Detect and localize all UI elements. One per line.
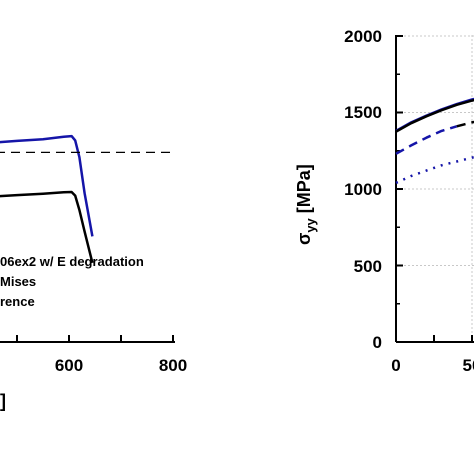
- right-y-tick-label: 1000: [344, 180, 382, 199]
- series-line: [0, 190, 94, 264]
- legend-entry: rence: [0, 294, 35, 309]
- left-x-tick-label: 800: [159, 356, 187, 375]
- legend-entry: Mises: [0, 274, 36, 289]
- series-line: [395, 155, 474, 185]
- right-chart-panel: 0 500 1000 1500 2000 0 50 σyy [MPa]: [294, 27, 474, 375]
- left-chart-panel: 600 800 ] 06ex2 w/ E degradation Mises r…: [0, 134, 187, 411]
- right-x-tick-label: 50: [463, 356, 474, 375]
- right-y-tick-label: 0: [373, 333, 382, 352]
- series-line: [0, 134, 94, 237]
- right-y-tick-label: 2000: [344, 27, 382, 46]
- series-line: [456, 120, 474, 128]
- series-line: [395, 125, 458, 155]
- right-y-tick-label: 1500: [344, 103, 382, 122]
- left-x-tick-label: 600: [55, 356, 83, 375]
- series-line: [395, 98, 474, 133]
- right-x-tick-label: 0: [391, 356, 400, 375]
- right-y-axis-label: σyy [MPa]: [294, 164, 318, 245]
- legend-entry: 06ex2 w/ E degradation: [0, 254, 144, 269]
- right-y-tick-label: 500: [354, 257, 382, 276]
- left-x-axis-label: ]: [0, 391, 6, 411]
